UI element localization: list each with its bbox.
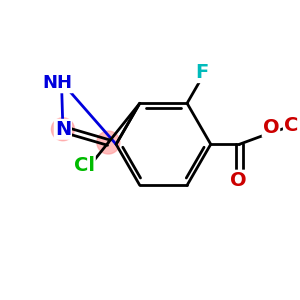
Text: NH: NH bbox=[42, 74, 72, 92]
Text: F: F bbox=[195, 63, 208, 82]
Text: Cl: Cl bbox=[74, 156, 95, 175]
Text: O: O bbox=[263, 118, 279, 136]
Text: N: N bbox=[55, 120, 71, 139]
Circle shape bbox=[97, 131, 120, 154]
Text: C: C bbox=[284, 116, 298, 135]
Circle shape bbox=[51, 118, 74, 141]
Text: O: O bbox=[230, 171, 246, 190]
